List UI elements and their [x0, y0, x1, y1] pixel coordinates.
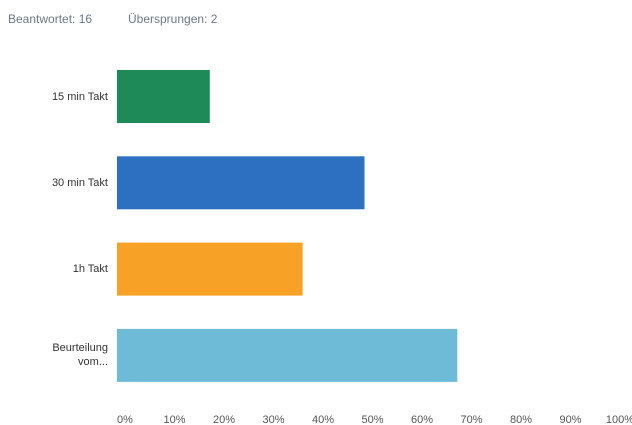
bar [117, 156, 365, 210]
x-tick-label: 60% [411, 414, 433, 425]
bar [117, 70, 210, 123]
x-tick-label: 50% [361, 414, 383, 425]
x-tick-label: 100% [606, 414, 632, 425]
x-tick-label: 90% [559, 414, 581, 425]
skipped-count: Übersprungen: 2 [128, 12, 218, 26]
category-label: Beurteilung vom... [52, 342, 108, 369]
category-label: 30 min Takt [51, 176, 108, 189]
x-tick-label: 30% [262, 414, 284, 425]
x-tick-label: 20% [213, 414, 235, 425]
x-tick-label: 10% [163, 414, 185, 425]
x-tick-label: 40% [312, 414, 334, 425]
x-tick-label: 70% [460, 414, 482, 425]
category-label: 1h Takt [72, 263, 108, 276]
answered-count: Beantwortet: 16 [8, 12, 93, 26]
bar [117, 242, 303, 296]
x-tick-label: 0% [117, 414, 133, 425]
category-label: 15 min Takt [51, 90, 108, 103]
bar [117, 328, 458, 382]
x-tick-label: 80% [510, 414, 532, 425]
